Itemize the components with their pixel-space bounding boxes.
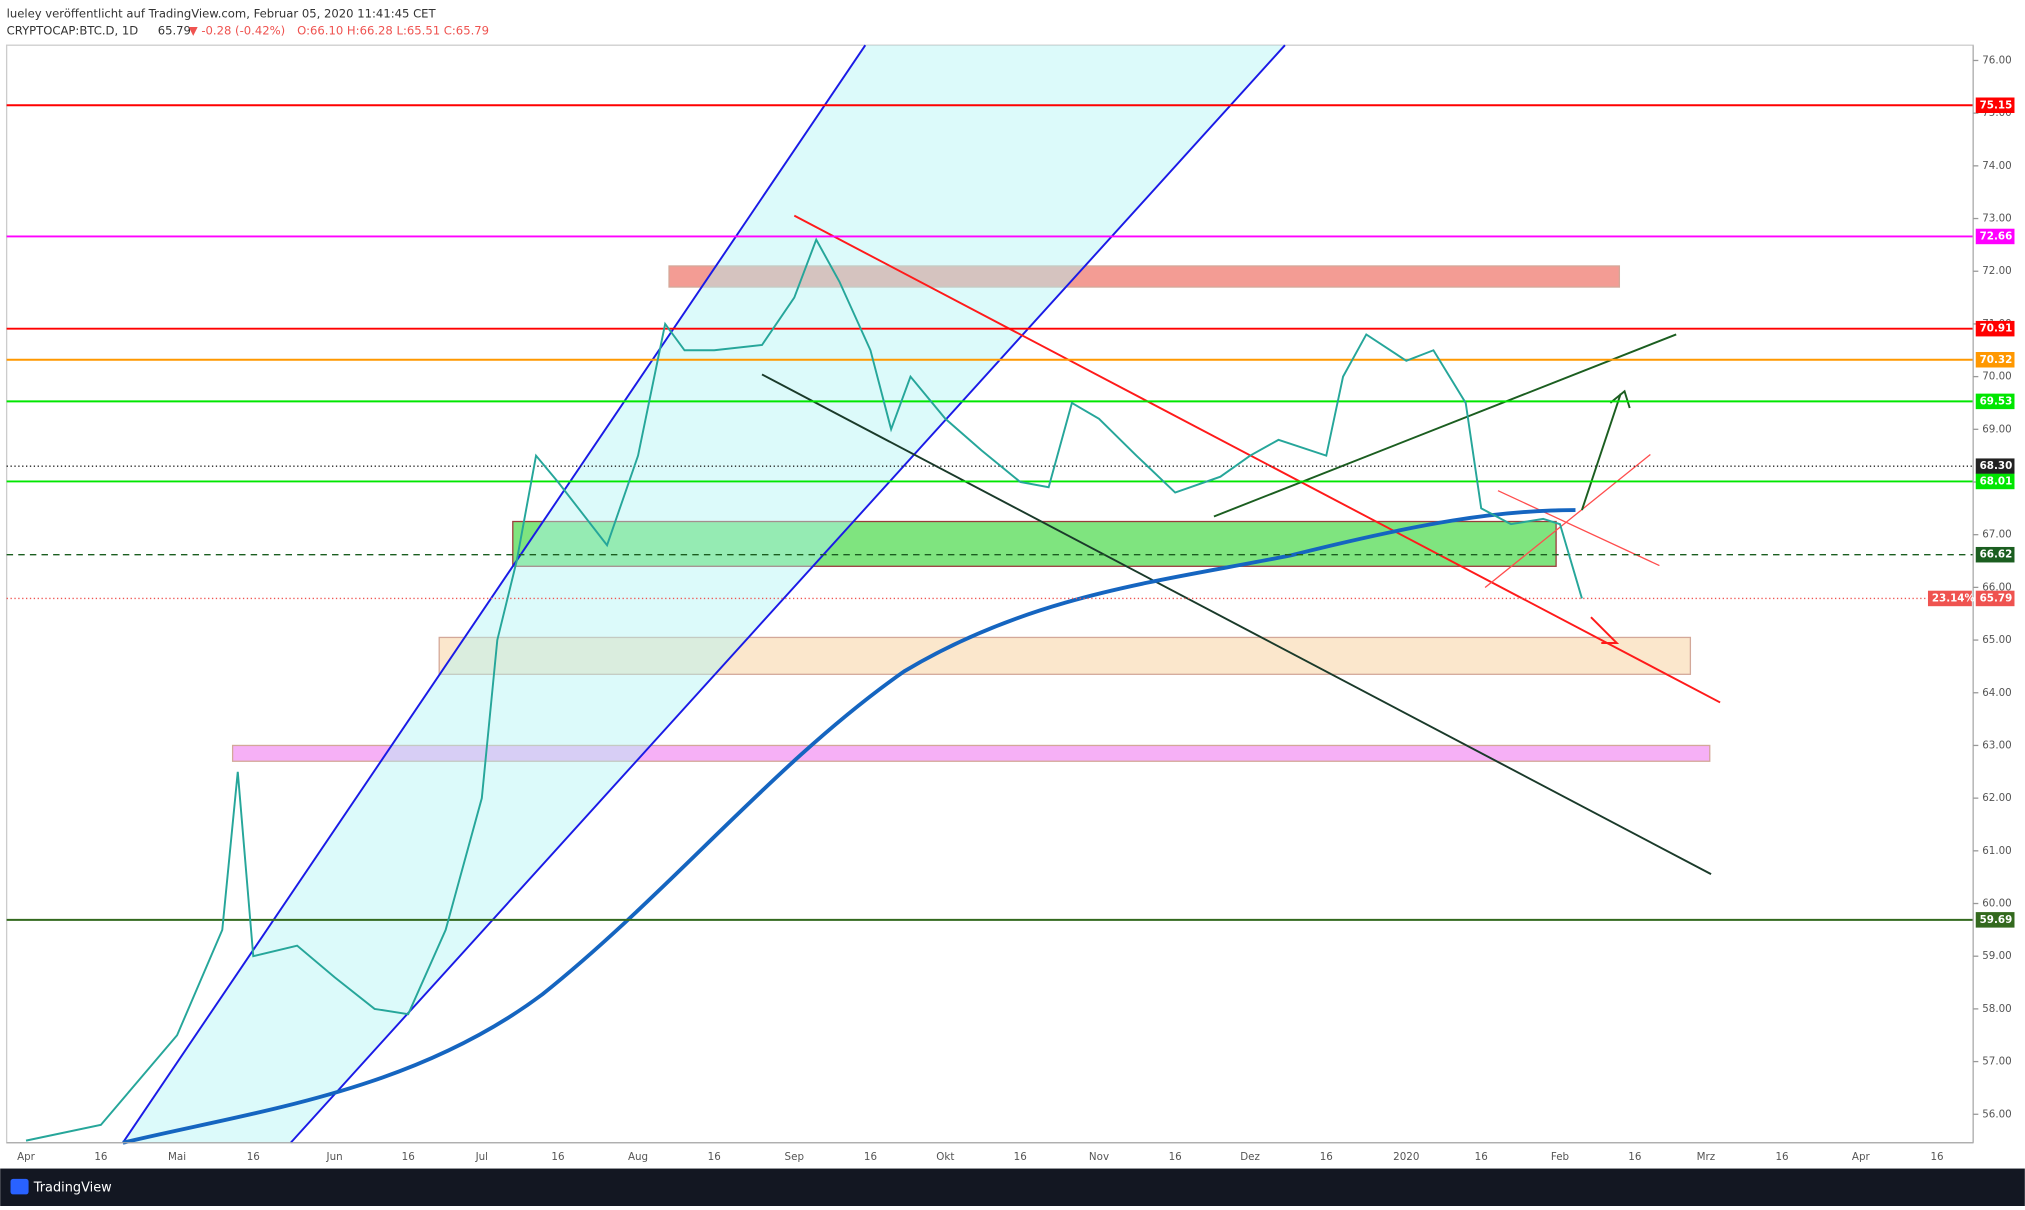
footer-brand: TradingView: [33, 1180, 112, 1195]
level-label: 72.66: [1980, 230, 2013, 242]
x-tick-label: 16: [1169, 1151, 1182, 1163]
trend-line: [1484, 454, 1651, 589]
zone: [438, 636, 1692, 675]
y-tick-label: 58.00: [1982, 1003, 2012, 1015]
y-tick-label: 72.00: [1982, 265, 2012, 277]
trend-line: [1213, 333, 1677, 518]
channel-line: [289, 44, 1286, 1144]
logo-icon: [10, 1178, 29, 1195]
level-label-bg: [1975, 912, 2015, 928]
y-tick-label: 57.00: [1982, 1056, 2012, 1068]
last: 65.79: [158, 23, 191, 37]
trend-line: [761, 373, 1712, 876]
x-tick-label: 16: [708, 1151, 721, 1163]
x-tick-label: Okt: [936, 1151, 954, 1163]
y-tick-label: 60.00: [1982, 898, 2012, 910]
level-note-bg: [1927, 590, 1972, 607]
arrow-down: [1590, 616, 1620, 644]
symbol: CRYPTOCAP:BTC.D, 1D: [7, 23, 139, 37]
level-label: 70.32: [1980, 354, 2013, 366]
x-tick-label: Apr: [1852, 1151, 1871, 1163]
x-tick-label: Sep: [785, 1151, 804, 1163]
x-tick-label: Aug: [628, 1151, 648, 1163]
price-line: [25, 237, 1583, 1142]
y-tick-label: 59.00: [1982, 950, 2012, 962]
y-tick-label: 56.00: [1982, 1108, 2012, 1120]
x-tick-label: 16: [247, 1151, 260, 1163]
change: ▼ -0.28 (-0.42%): [189, 23, 285, 37]
level-label: 65.79: [1980, 592, 2013, 604]
level-label-bg: [1975, 228, 2015, 245]
x-tick-label: Dez: [1240, 1151, 1260, 1163]
ohlc: O:66.10 H:66.28 L:65.51 C:65.79: [297, 23, 489, 37]
header-line1: lueley veröffentlicht auf TradingView.co…: [7, 7, 437, 21]
x-tick-label: 16: [864, 1151, 877, 1163]
y-tick-label: 69.00: [1982, 423, 2012, 435]
y-tick-label: 62.00: [1982, 792, 2012, 804]
zone: [668, 265, 1621, 288]
zone: [512, 520, 1557, 567]
trend-line: [1497, 490, 1660, 567]
y-tick-label: 61.00: [1982, 845, 2012, 857]
level-label: 75.15: [1980, 99, 2013, 111]
level-label-bg: [1975, 590, 2015, 607]
x-tick-label: 16: [402, 1151, 415, 1163]
y-tick-label: 76.00: [1982, 54, 2012, 66]
level-label: 68.01: [1980, 475, 2013, 487]
level-label: 59.69: [1980, 914, 2013, 926]
level-label: 66.62: [1980, 549, 2013, 561]
channel-line: [122, 44, 867, 1144]
x-tick-label: Mrz: [1697, 1151, 1716, 1163]
y-tick-label: 64.00: [1982, 687, 2012, 699]
ma-200: [122, 508, 1576, 1145]
x-tick-label: 16: [94, 1151, 107, 1163]
x-tick-label: Mai: [168, 1151, 186, 1163]
trend-line: [793, 214, 1721, 704]
level-label-bg: [1975, 473, 2015, 490]
x-tick-label: 16: [1628, 1151, 1641, 1163]
arrow-head: [1609, 389, 1631, 409]
x-tick-label: Jun: [326, 1151, 343, 1163]
y-tick-label: 66.00: [1982, 581, 2012, 593]
level-label-bg: [1975, 458, 2015, 474]
level-label-bg: [1975, 320, 2015, 337]
y-tick-label: 63.00: [1982, 739, 2012, 751]
level-label-bg: [1975, 546, 2015, 563]
y-tick-label: 65.00: [1982, 634, 2012, 646]
x-tick-label: 16: [1930, 1151, 1943, 1163]
x-tick-label: Feb: [1551, 1151, 1569, 1163]
x-tick-label: 16: [1320, 1151, 1333, 1163]
level-label-bg: [1975, 352, 2015, 368]
level-label: 69.53: [1980, 395, 2013, 407]
x-tick-label: 2020: [1393, 1151, 1419, 1163]
footer-bar: [0, 1168, 2025, 1206]
x-tick-label: Jul: [475, 1151, 488, 1163]
x-tick-label: Nov: [1089, 1151, 1109, 1163]
level-label-bg: [1975, 393, 2015, 410]
y-tick-label: 73.00: [1982, 213, 2012, 225]
arrow-up: [1581, 393, 1622, 511]
level-label: 68.30: [1980, 460, 2013, 472]
x-tick-label: 16: [1475, 1151, 1488, 1163]
level-note: 23.14%: [1932, 592, 1975, 604]
level-label-bg: [1975, 97, 2015, 114]
x-tick-label: 16: [1014, 1151, 1027, 1163]
x-tick-label: Apr: [17, 1151, 36, 1163]
zone: [231, 744, 1711, 762]
x-tick-label: 16: [1776, 1151, 1789, 1163]
y-tick-label: 74.00: [1982, 160, 2012, 172]
x-tick-label: 16: [551, 1151, 564, 1163]
y-tick-label: 67.00: [1982, 529, 2012, 541]
level-label: 70.91: [1980, 323, 2013, 335]
y-tick-label: 70.00: [1982, 371, 2012, 383]
channel-fill: [122, 45, 1285, 1143]
